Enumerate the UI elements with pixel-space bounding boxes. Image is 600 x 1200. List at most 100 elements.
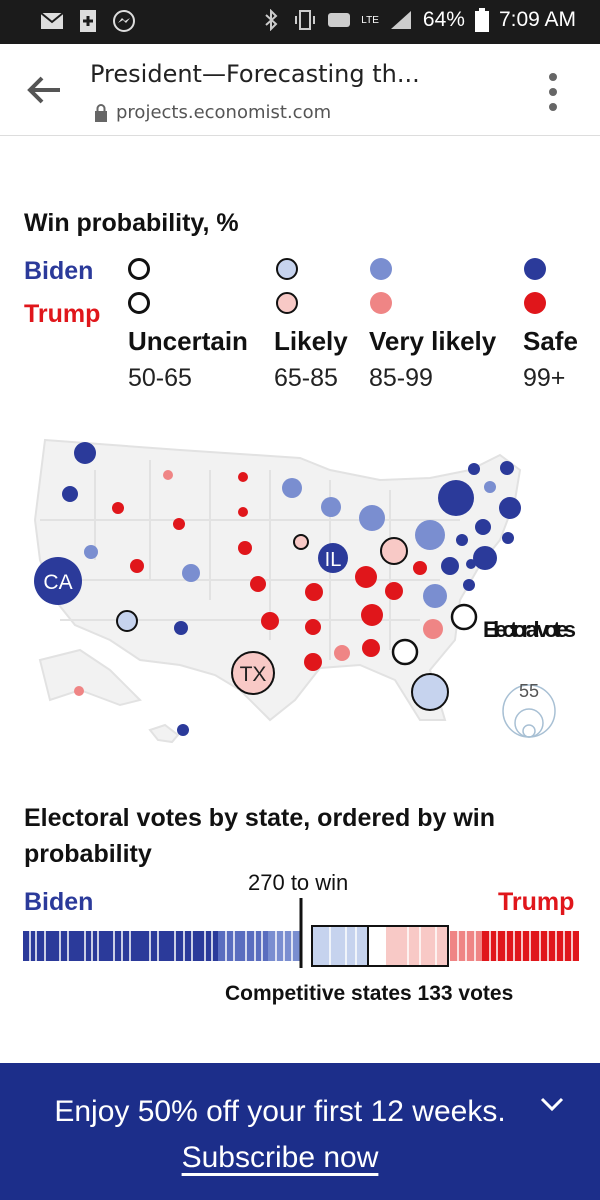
more-options-icon[interactable]	[546, 72, 560, 112]
legend-category-safe: Safe	[523, 326, 578, 356]
state-bubble-vt	[484, 481, 496, 493]
state-bubble-ca	[34, 557, 82, 605]
bar-biden-likely-segment	[312, 926, 368, 966]
state-bubble-ks	[250, 576, 266, 592]
network-type: LTE	[361, 14, 379, 26]
status-bar: LTE 64% 7:09 AM	[0, 0, 600, 44]
state-bubble-ri	[475, 519, 491, 535]
legend-trump-label: Trump	[24, 300, 101, 328]
competitive-states-box	[311, 925, 449, 967]
legend-category-uncertain: Uncertain	[128, 326, 248, 356]
state-bubble-mn	[282, 478, 302, 498]
messenger-icon	[113, 10, 135, 32]
state-bubble-dc	[463, 579, 475, 591]
win-probability-title: Win probability, %	[24, 209, 239, 237]
state-bubble-co	[182, 564, 200, 582]
bar-chart-title: Electoral votes by state, ordered by win…	[24, 804, 495, 868]
legend-range-uncertain: 50-65	[128, 364, 192, 392]
size-legend-label-line1: Electoral votes	[483, 617, 576, 642]
state-label-tx: TX	[240, 663, 267, 686]
banner-text: Enjoy 50% off your first 12 weeks. Subsc…	[40, 1089, 520, 1181]
state-bubble-va	[423, 584, 447, 608]
state-bubble-nc	[450, 603, 478, 631]
state-bubble-ak	[74, 686, 84, 696]
state-bubble-wa	[74, 442, 96, 464]
state-bubble-oh	[380, 537, 408, 565]
legend-biden-safe-swatch	[524, 258, 546, 280]
state-bubble-ky	[385, 582, 403, 600]
state-label-ca: CA	[43, 571, 72, 594]
threshold-label: 270 to win	[248, 870, 349, 895]
state-bubble-mt	[163, 470, 173, 480]
state-bubble-mo	[305, 583, 323, 601]
us-forecast-map: CA IL TX Electoral votes 55	[33, 438, 576, 744]
state-bubble-ne	[238, 541, 252, 555]
legend-trump-uncertain-swatch	[128, 292, 150, 314]
legend-trump-safe-swatch	[524, 292, 546, 314]
subscribe-link[interactable]: Subscribe now	[181, 1141, 379, 1174]
state-bubble-me	[500, 461, 514, 475]
state-bubble-nh	[502, 532, 514, 544]
bar-right-label: Trump	[498, 888, 575, 916]
state-bubble-wv	[413, 561, 427, 575]
bar-state-dividers	[29, 926, 573, 966]
state-bubble-ut	[130, 559, 144, 573]
state-bubble-ct	[456, 534, 468, 546]
legend-range-likely: 65-85	[274, 364, 338, 392]
state-bubble-ar	[305, 619, 321, 635]
state-bubble-id	[112, 502, 124, 514]
subscribe-banner[interactable]: Enjoy 50% off your first 12 weeks. Subsc…	[0, 1063, 600, 1200]
electoral-votes-bar	[23, 898, 579, 968]
legend-biden-likely-swatch	[276, 258, 298, 280]
state-bubble-md	[441, 557, 459, 575]
banner-offer-text: Enjoy 50% off your first 12 weeks.	[54, 1095, 506, 1128]
state-bubble-al	[362, 639, 380, 657]
bar-left-label: Biden	[24, 888, 94, 916]
legend-category-very-likely: Very likely	[369, 326, 497, 356]
battery-icon	[474, 8, 489, 32]
state-bubble-ok	[261, 612, 279, 630]
legend-trump-very-likely-swatch	[370, 292, 392, 314]
back-arrow-icon[interactable]	[26, 74, 62, 106]
state-bubble-fl	[411, 673, 449, 711]
state-bubble-nd	[238, 472, 248, 482]
state-bubble-tn	[361, 604, 383, 626]
size-legend	[502, 684, 556, 738]
state-bubble-wy	[173, 518, 185, 530]
state-bubble-ms	[334, 645, 350, 661]
battery-percent: 64%	[422, 8, 465, 31]
lock-icon	[95, 103, 107, 122]
chevron-down-icon[interactable]	[538, 1093, 566, 1115]
state-bubble-az	[116, 610, 138, 632]
signal-icon	[390, 11, 411, 29]
bar-biden-safe-segment	[23, 931, 218, 961]
state-label-il: IL	[325, 549, 342, 571]
state-bubble-nm	[174, 621, 188, 635]
add-icon	[80, 10, 96, 32]
state-bubble-ny	[438, 480, 474, 516]
legend-range-very-likely: 85-99	[369, 364, 433, 392]
legend-biden-uncertain-swatch	[128, 258, 150, 280]
bar-trump-likely-segment	[386, 926, 448, 966]
state-bubble-wi	[321, 497, 341, 517]
legend-biden-very-likely-swatch	[370, 258, 392, 280]
volte-icon	[328, 13, 351, 27]
clock: 7:09 AM	[498, 8, 576, 31]
url-bar[interactable]: projects.economist.com	[94, 102, 331, 123]
state-bubbles	[34, 442, 521, 736]
state-bubble-in	[355, 566, 377, 588]
vibrate-icon	[295, 10, 316, 30]
browser-toolbar: President—Forecasting th... projects.eco…	[0, 44, 600, 136]
state-bubble-tx	[231, 651, 275, 695]
size-legend-value: 55	[519, 681, 539, 701]
state-bubble-pa	[415, 520, 445, 550]
state-bubble-or	[62, 486, 78, 502]
state-bubble-nv	[84, 545, 98, 559]
page-title: President—Forecasting th...	[90, 60, 420, 88]
state-bubble-la	[304, 653, 322, 671]
legend-range-safe: 99+	[523, 364, 566, 392]
mail-icon	[40, 12, 64, 29]
bar-uncertain-segment	[368, 926, 386, 966]
legend-trump-likely-swatch	[276, 292, 298, 314]
bluetooth-icon	[265, 9, 278, 31]
